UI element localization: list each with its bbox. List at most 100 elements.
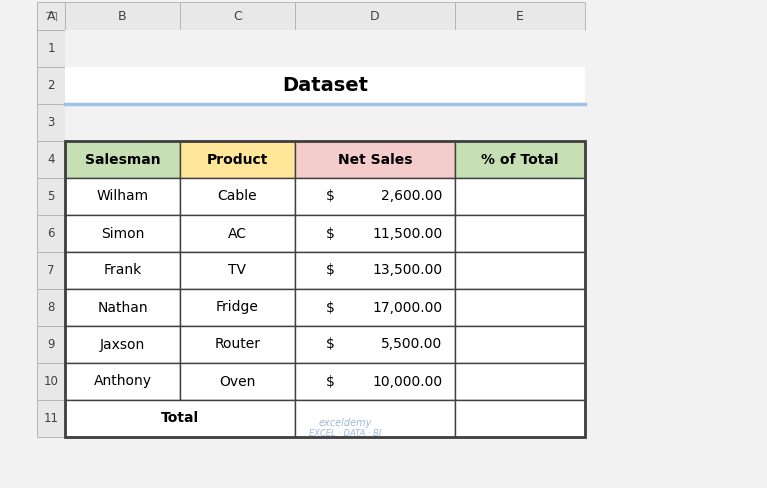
Text: Router: Router xyxy=(215,338,261,351)
Text: 17,000.00: 17,000.00 xyxy=(372,301,443,314)
Text: $: $ xyxy=(326,264,334,278)
Bar xyxy=(455,326,585,363)
Text: $: $ xyxy=(326,226,334,241)
Bar xyxy=(455,2,585,30)
Text: $: $ xyxy=(326,189,334,203)
Bar xyxy=(180,2,295,30)
Text: 5,500.00: 5,500.00 xyxy=(381,338,443,351)
Bar xyxy=(295,141,455,178)
Text: $: $ xyxy=(326,301,334,314)
Bar xyxy=(65,141,180,178)
Text: D: D xyxy=(370,9,380,22)
Text: Frank: Frank xyxy=(104,264,142,278)
Bar xyxy=(37,141,65,178)
Bar xyxy=(65,215,180,252)
Bar xyxy=(37,363,65,400)
Bar xyxy=(455,30,585,67)
Bar xyxy=(65,326,180,363)
Text: 6: 6 xyxy=(48,227,54,240)
Text: 8: 8 xyxy=(48,301,54,314)
Text: Net Sales: Net Sales xyxy=(337,152,412,166)
Text: 4: 4 xyxy=(48,153,54,166)
Bar xyxy=(65,141,585,437)
Bar xyxy=(37,30,65,67)
Bar xyxy=(455,141,585,178)
Bar xyxy=(455,289,585,326)
Text: Nathan: Nathan xyxy=(97,301,148,314)
Text: TV: TV xyxy=(229,264,246,278)
Text: 7: 7 xyxy=(48,264,54,277)
Text: 3: 3 xyxy=(48,116,54,129)
Bar xyxy=(295,104,455,141)
Bar xyxy=(295,215,455,252)
Text: Salesman: Salesman xyxy=(84,152,160,166)
Bar xyxy=(295,178,455,215)
Text: Jaxson: Jaxson xyxy=(100,338,145,351)
Bar xyxy=(180,289,295,326)
Text: 5: 5 xyxy=(48,190,54,203)
Bar xyxy=(295,363,455,400)
Text: % of Total: % of Total xyxy=(481,152,558,166)
Bar xyxy=(65,363,180,400)
Text: 11: 11 xyxy=(44,412,58,425)
Bar xyxy=(65,67,585,104)
Text: 10: 10 xyxy=(44,375,58,388)
Bar xyxy=(180,252,295,289)
Bar xyxy=(295,289,455,326)
Text: E: E xyxy=(516,9,524,22)
Text: Cable: Cable xyxy=(218,189,257,203)
Text: B: B xyxy=(118,9,127,22)
Bar xyxy=(180,178,295,215)
Text: Wilham: Wilham xyxy=(97,189,149,203)
Bar xyxy=(180,363,295,400)
Text: Total: Total xyxy=(161,411,199,426)
Text: Simon: Simon xyxy=(100,226,144,241)
Bar xyxy=(455,400,585,437)
Text: exceldemy: exceldemy xyxy=(318,418,372,428)
Bar xyxy=(37,400,65,437)
Text: 9: 9 xyxy=(48,338,54,351)
Text: $: $ xyxy=(326,338,334,351)
Bar xyxy=(455,363,585,400)
Text: Product: Product xyxy=(207,152,268,166)
Bar xyxy=(295,400,455,437)
Bar xyxy=(455,252,585,289)
Bar xyxy=(37,215,65,252)
Bar xyxy=(295,326,455,363)
Text: Dataset: Dataset xyxy=(282,76,368,95)
Bar xyxy=(65,2,180,30)
Bar xyxy=(180,30,295,67)
Bar xyxy=(295,2,455,30)
Bar xyxy=(180,326,295,363)
Bar xyxy=(295,252,455,289)
Bar xyxy=(37,326,65,363)
Bar xyxy=(295,30,455,67)
Bar xyxy=(37,178,65,215)
Text: 1: 1 xyxy=(48,42,54,55)
Bar xyxy=(455,104,585,141)
Text: $: $ xyxy=(326,374,334,388)
Bar xyxy=(455,178,585,215)
Bar xyxy=(37,2,65,30)
Text: 2,600.00: 2,600.00 xyxy=(381,189,443,203)
Text: A: A xyxy=(47,9,55,22)
Bar xyxy=(37,289,65,326)
Text: EXCEL · DATA · BI: EXCEL · DATA · BI xyxy=(309,429,381,438)
Bar xyxy=(37,104,65,141)
Text: C: C xyxy=(233,9,242,22)
Text: 10,000.00: 10,000.00 xyxy=(372,374,443,388)
Bar xyxy=(37,2,65,30)
Bar xyxy=(180,104,295,141)
Text: Fridge: Fridge xyxy=(216,301,259,314)
Bar xyxy=(37,252,65,289)
Text: Oven: Oven xyxy=(219,374,255,388)
Bar xyxy=(65,252,180,289)
Text: Anthony: Anthony xyxy=(94,374,152,388)
Bar xyxy=(37,67,65,104)
Bar xyxy=(65,104,180,141)
Text: 2: 2 xyxy=(48,79,54,92)
Bar xyxy=(180,215,295,252)
Bar xyxy=(455,215,585,252)
Text: AC: AC xyxy=(228,226,247,241)
Bar xyxy=(180,141,295,178)
